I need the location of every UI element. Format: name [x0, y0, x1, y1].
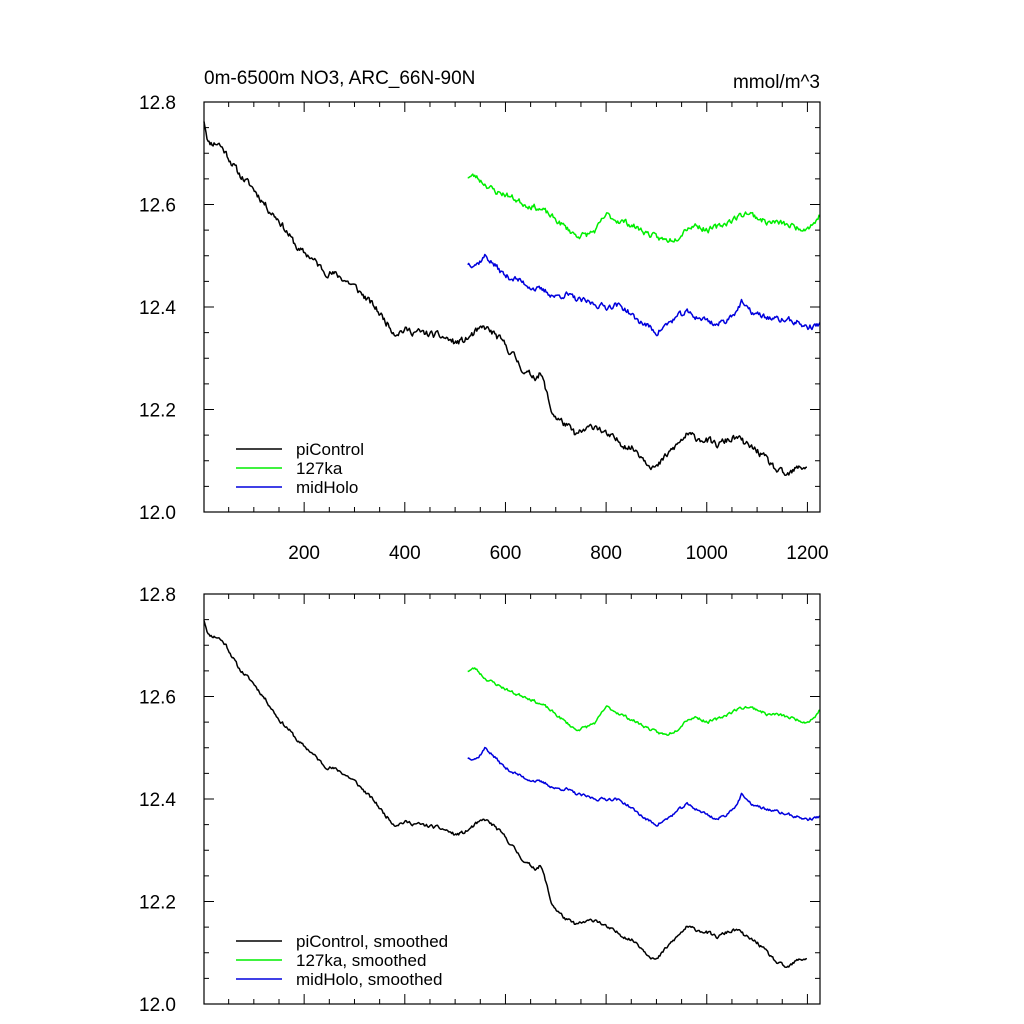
legend-label: piControl [296, 440, 364, 459]
legend-label: 127ka, smoothed [296, 951, 426, 970]
series-line-127ka [467, 667, 821, 737]
bottom-series-layer [203, 620, 821, 969]
legend-label: piControl, smoothed [296, 932, 448, 951]
series-line-127ka [467, 173, 821, 243]
x-tick-label: 1200 [786, 543, 828, 564]
panel-top-chart: 0m-6500m NO3, ARC_66N-90N mmol/m^3 12.01… [139, 68, 829, 564]
y-tick-label: 12.0 [139, 995, 176, 1016]
y-tick-label: 12.8 [139, 585, 176, 606]
series-line-piControl [203, 620, 808, 969]
series-line-midHolo [467, 746, 821, 827]
top-x-tick-labels: 200 400 600 800 1000 1200 [288, 543, 828, 564]
series-line-piControl [203, 121, 808, 477]
x-tick-label: 200 [288, 543, 320, 564]
series-line-midHolo [467, 253, 821, 337]
top-series-layer [203, 121, 821, 477]
panel-bottom-chart: 12.0 12.2 12.4 12.6 12.8 piControl, smoothed… [139, 585, 821, 1016]
y-tick-label: 12.2 [139, 893, 176, 914]
y-tick-label: 12.4 [139, 298, 176, 319]
units-label: mmol/m^3 [733, 72, 820, 93]
legend-label: 127ka [296, 459, 343, 478]
top-axis-ticks [204, 101, 820, 513]
legend-label: midHolo [296, 478, 358, 497]
top-y-tick-labels: 12.0 12.2 12.4 12.6 12.8 [139, 93, 176, 524]
y-tick-label: 12.6 [139, 688, 176, 709]
bottom-plot-frame [203, 593, 821, 1005]
x-tick-label: 1000 [686, 543, 728, 564]
top-plot-frame [203, 101, 821, 513]
y-tick-label: 12.6 [139, 196, 176, 217]
x-tick-label: 800 [590, 543, 622, 564]
chart-title: 0m-6500m NO3, ARC_66N-90N [204, 68, 475, 89]
y-tick-label: 12.8 [139, 93, 176, 114]
y-tick-label: 12.0 [139, 503, 176, 524]
legend-label: midHolo, smoothed [296, 970, 442, 989]
x-tick-label: 600 [490, 543, 522, 564]
y-tick-label: 12.2 [139, 401, 176, 422]
y-tick-label: 12.4 [139, 790, 176, 811]
bottom-y-tick-labels: 12.0 12.2 12.4 12.6 12.8 [139, 585, 176, 1016]
x-tick-label: 400 [389, 543, 421, 564]
